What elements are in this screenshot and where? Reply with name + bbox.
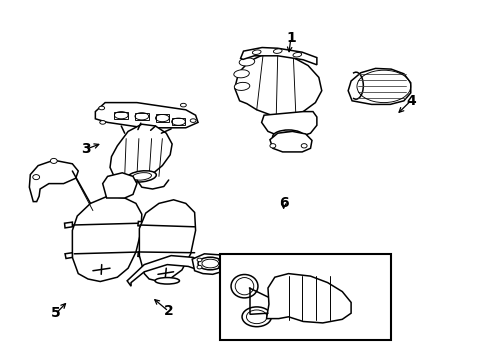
Ellipse shape	[272, 130, 304, 144]
Polygon shape	[29, 160, 78, 202]
Ellipse shape	[190, 119, 196, 122]
Ellipse shape	[180, 103, 186, 107]
Ellipse shape	[99, 106, 104, 110]
Polygon shape	[110, 124, 172, 183]
Polygon shape	[139, 200, 195, 281]
Ellipse shape	[100, 121, 105, 124]
Ellipse shape	[33, 175, 40, 180]
Ellipse shape	[292, 53, 301, 57]
Polygon shape	[95, 103, 198, 128]
Polygon shape	[102, 173, 137, 198]
Ellipse shape	[231, 274, 258, 298]
Polygon shape	[234, 54, 321, 116]
Polygon shape	[64, 222, 72, 228]
Ellipse shape	[242, 307, 271, 327]
Ellipse shape	[197, 258, 202, 262]
Ellipse shape	[197, 265, 202, 269]
Polygon shape	[65, 253, 72, 258]
Polygon shape	[269, 131, 311, 152]
Text: 1: 1	[285, 31, 295, 45]
Text: 3: 3	[81, 143, 90, 156]
Ellipse shape	[269, 144, 275, 148]
Polygon shape	[138, 221, 144, 227]
Ellipse shape	[218, 265, 223, 269]
Polygon shape	[72, 196, 142, 282]
Polygon shape	[114, 112, 128, 119]
Polygon shape	[171, 118, 185, 125]
Text: 2: 2	[163, 305, 173, 318]
Ellipse shape	[246, 310, 266, 324]
Polygon shape	[127, 256, 203, 286]
Polygon shape	[347, 68, 410, 104]
Ellipse shape	[239, 58, 254, 66]
Ellipse shape	[234, 82, 249, 90]
Text: 6: 6	[278, 197, 288, 210]
Bar	[220, 254, 390, 340]
Polygon shape	[192, 254, 227, 274]
Ellipse shape	[273, 49, 282, 53]
Ellipse shape	[301, 144, 306, 148]
Ellipse shape	[202, 259, 218, 268]
Polygon shape	[261, 112, 316, 138]
Ellipse shape	[50, 158, 57, 163]
Ellipse shape	[155, 278, 179, 284]
Polygon shape	[138, 252, 144, 257]
Ellipse shape	[233, 70, 249, 78]
Ellipse shape	[198, 257, 222, 270]
Text: 4: 4	[405, 94, 415, 108]
Polygon shape	[240, 48, 316, 65]
Ellipse shape	[127, 171, 156, 182]
Polygon shape	[266, 274, 350, 323]
Ellipse shape	[276, 132, 300, 142]
Ellipse shape	[252, 50, 261, 54]
Text: 5: 5	[51, 306, 61, 320]
Ellipse shape	[132, 173, 151, 180]
Polygon shape	[155, 114, 169, 122]
Polygon shape	[135, 113, 148, 120]
Ellipse shape	[218, 258, 223, 262]
Ellipse shape	[235, 278, 253, 295]
